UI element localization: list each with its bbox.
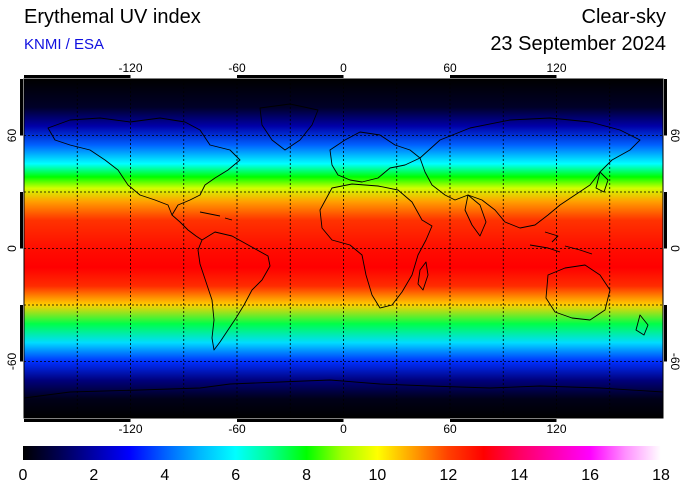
coastline-central-america bbox=[171, 214, 203, 241]
bottom-lon-tick-label: -120 bbox=[118, 422, 142, 436]
coastline-africa bbox=[319, 183, 433, 309]
top-axis-bar bbox=[24, 75, 131, 78]
map-frame bbox=[23, 78, 664, 419]
top-lon-tick-label: 60 bbox=[443, 61, 457, 75]
coastline-india bbox=[464, 194, 487, 237]
uv-map-area bbox=[23, 78, 664, 419]
right-axis-bar bbox=[664, 192, 667, 249]
bottom-axis-bar bbox=[450, 419, 557, 422]
left-axis-bar bbox=[20, 79, 23, 136]
coastline-antarctica bbox=[24, 379, 663, 399]
map-title: Erythemal UV index bbox=[24, 6, 201, 28]
coastline-asia bbox=[419, 117, 641, 229]
left-axis-bar bbox=[20, 305, 23, 362]
colorbar-tick-label: 16 bbox=[581, 467, 599, 484]
top-lon-tick-label: -60 bbox=[228, 61, 246, 75]
colorbar-tick-label: 2 bbox=[89, 467, 98, 484]
graticule bbox=[24, 79, 663, 418]
colorbar-tick-label: 0 bbox=[19, 467, 28, 484]
colorbar-tick-label: 18 bbox=[652, 467, 670, 484]
right-lat-tick-label: -60 bbox=[668, 353, 682, 371]
coastline-greenland bbox=[259, 103, 319, 151]
bottom-lon-tick-label: 0 bbox=[340, 422, 347, 436]
coastline-australia bbox=[545, 264, 611, 321]
coastline-north-america bbox=[47, 117, 241, 216]
map-date: 23 September 2024 bbox=[490, 33, 666, 55]
colorbar-tick-label: 4 bbox=[160, 467, 169, 484]
product-type-label: Clear-sky bbox=[581, 6, 666, 28]
top-lon-tick-label: -120 bbox=[118, 61, 142, 75]
map-axes: -120 -120 -60 -60 0 0 60 60 120 120 60 60 0 0 -60 -60 bbox=[5, 61, 682, 436]
right-lat-tick-label: 60 bbox=[668, 129, 682, 143]
data-source-label: KNMI / ESA bbox=[24, 36, 105, 53]
colorbar-tick-label: 10 bbox=[369, 467, 387, 484]
colorbar-tick-label: 8 bbox=[302, 467, 311, 484]
coastline-indonesia bbox=[529, 231, 593, 255]
left-lat-tick-label: 0 bbox=[5, 245, 19, 252]
uv-colorbar: 0 2 4 6 8 10 12 14 16 18 bbox=[19, 446, 670, 484]
bottom-lon-tick-label: 60 bbox=[443, 422, 457, 436]
bottom-lon-tick-label: -60 bbox=[228, 422, 246, 436]
top-axis-bar bbox=[450, 75, 557, 78]
colorbar-tick-labels: 0 2 4 6 8 10 12 14 16 18 bbox=[19, 467, 670, 484]
left-lat-tick-label: -60 bbox=[5, 353, 19, 371]
coastline-south-america bbox=[197, 231, 271, 351]
left-axis-bar bbox=[20, 192, 23, 249]
colorbar-gradient-bar bbox=[23, 446, 661, 460]
colorbar-tick-label: 6 bbox=[231, 467, 240, 484]
coastlines bbox=[24, 103, 663, 399]
bottom-axis-bar bbox=[237, 419, 344, 422]
bottom-lon-tick-label: 120 bbox=[546, 422, 566, 436]
top-lon-tick-label: 0 bbox=[340, 61, 347, 75]
right-axis-bar bbox=[664, 79, 667, 136]
coastline-caribbean bbox=[199, 211, 233, 221]
coastline-madagascar bbox=[417, 261, 429, 291]
right-axis-bar bbox=[664, 305, 667, 362]
right-lat-tick-label: 0 bbox=[668, 245, 682, 252]
colorbar-tick-label: 14 bbox=[510, 467, 528, 484]
colorbar-tick-label: 12 bbox=[439, 467, 457, 484]
top-lon-tick-label: 120 bbox=[546, 61, 566, 75]
bottom-axis-bar bbox=[24, 419, 131, 422]
coastline-europe bbox=[329, 131, 421, 183]
left-lat-tick-label: 60 bbox=[5, 129, 19, 143]
coastline-new-zealand bbox=[635, 314, 649, 336]
top-axis-bar bbox=[237, 75, 344, 78]
